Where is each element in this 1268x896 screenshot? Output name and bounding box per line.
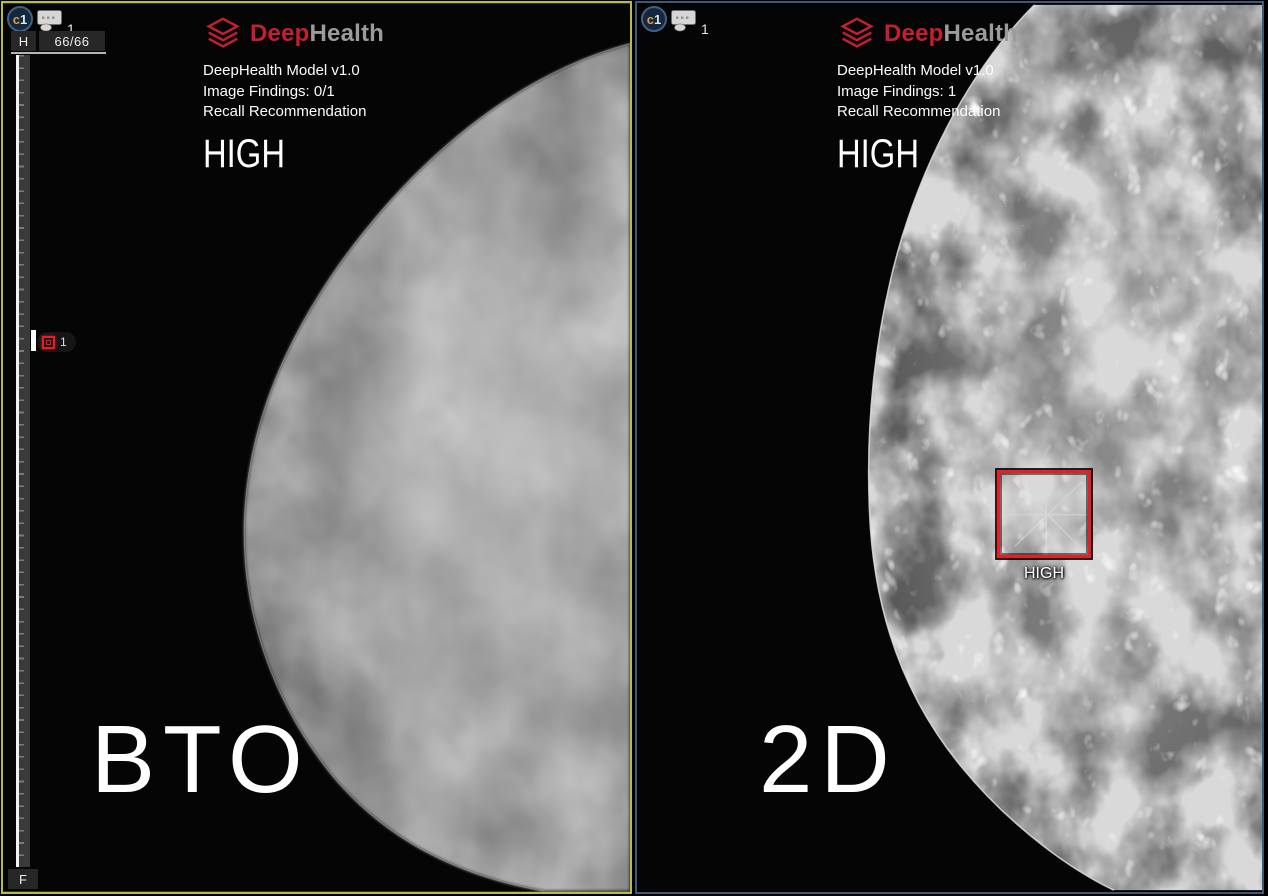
deephealth-layers-icon [840,17,874,48]
ai-detection-box[interactable] [995,468,1093,560]
recall-recommendation-label: Recall Recommendation [837,103,1001,120]
comment-count: 1 [67,21,75,37]
ai-overlay-left: DeepHealth DeepHealth Model v1.0 Image F… [203,15,384,177]
deephealth-wordmark: DeepHealth [250,20,385,47]
deephealth-layers-icon [206,17,240,48]
view-type-label: BTO [91,706,311,813]
deephealth-logo: DeepHealth [203,15,384,53]
orientation-marker-bottom: F [8,869,38,889]
ai-overlay-right: DeepHealth DeepHealth Model v1.0 Image F… [837,15,1018,177]
deephealth-logo: DeepHealth [837,15,1018,53]
orientation-marker-top: H [11,31,36,51]
slice-slider-track[interactable] [19,55,30,867]
comment-count: 1 [701,21,709,37]
comment-bubble-icon [37,10,62,32]
series-badge-prefix: c [12,11,20,27]
slice-counter: 66/66 [39,31,105,51]
series-badge-number: 1 [654,11,662,27]
recall-risk-value: HIGH [203,131,285,176]
slice-slider-rail [16,55,19,867]
view-type-label: 2D [759,706,898,813]
slider-finding-marker[interactable]: 1 [37,332,76,352]
comment-bubble-icon [671,10,696,32]
2d-mammogram-image [637,4,1262,891]
slider-finding-number: 1 [60,335,67,349]
slice-slider-thumb[interactable] [31,330,36,351]
ai-detection-label: HIGH [1024,565,1064,582]
slider-header-divider [11,52,106,54]
comment-annotation[interactable]: 1 [36,9,75,37]
deephealth-wordmark: DeepHealth [884,20,1019,47]
detection-box-icon [42,335,55,349]
recall-recommendation-label: Recall Recommendation [203,103,367,120]
image-findings: Image Findings: 0/1 [203,82,335,100]
bto-mammogram-image [3,3,630,892]
comment-annotation[interactable]: 1 [670,9,709,37]
model-version: DeepHealth Model v1.0 [837,62,994,79]
image-findings: Image Findings: 1 [837,82,957,100]
series-badge-number: 1 [20,11,28,27]
model-version: DeepHealth Model v1.0 [203,62,360,79]
recall-risk-value: HIGH [837,131,919,176]
series-badge-prefix: c [646,11,654,27]
